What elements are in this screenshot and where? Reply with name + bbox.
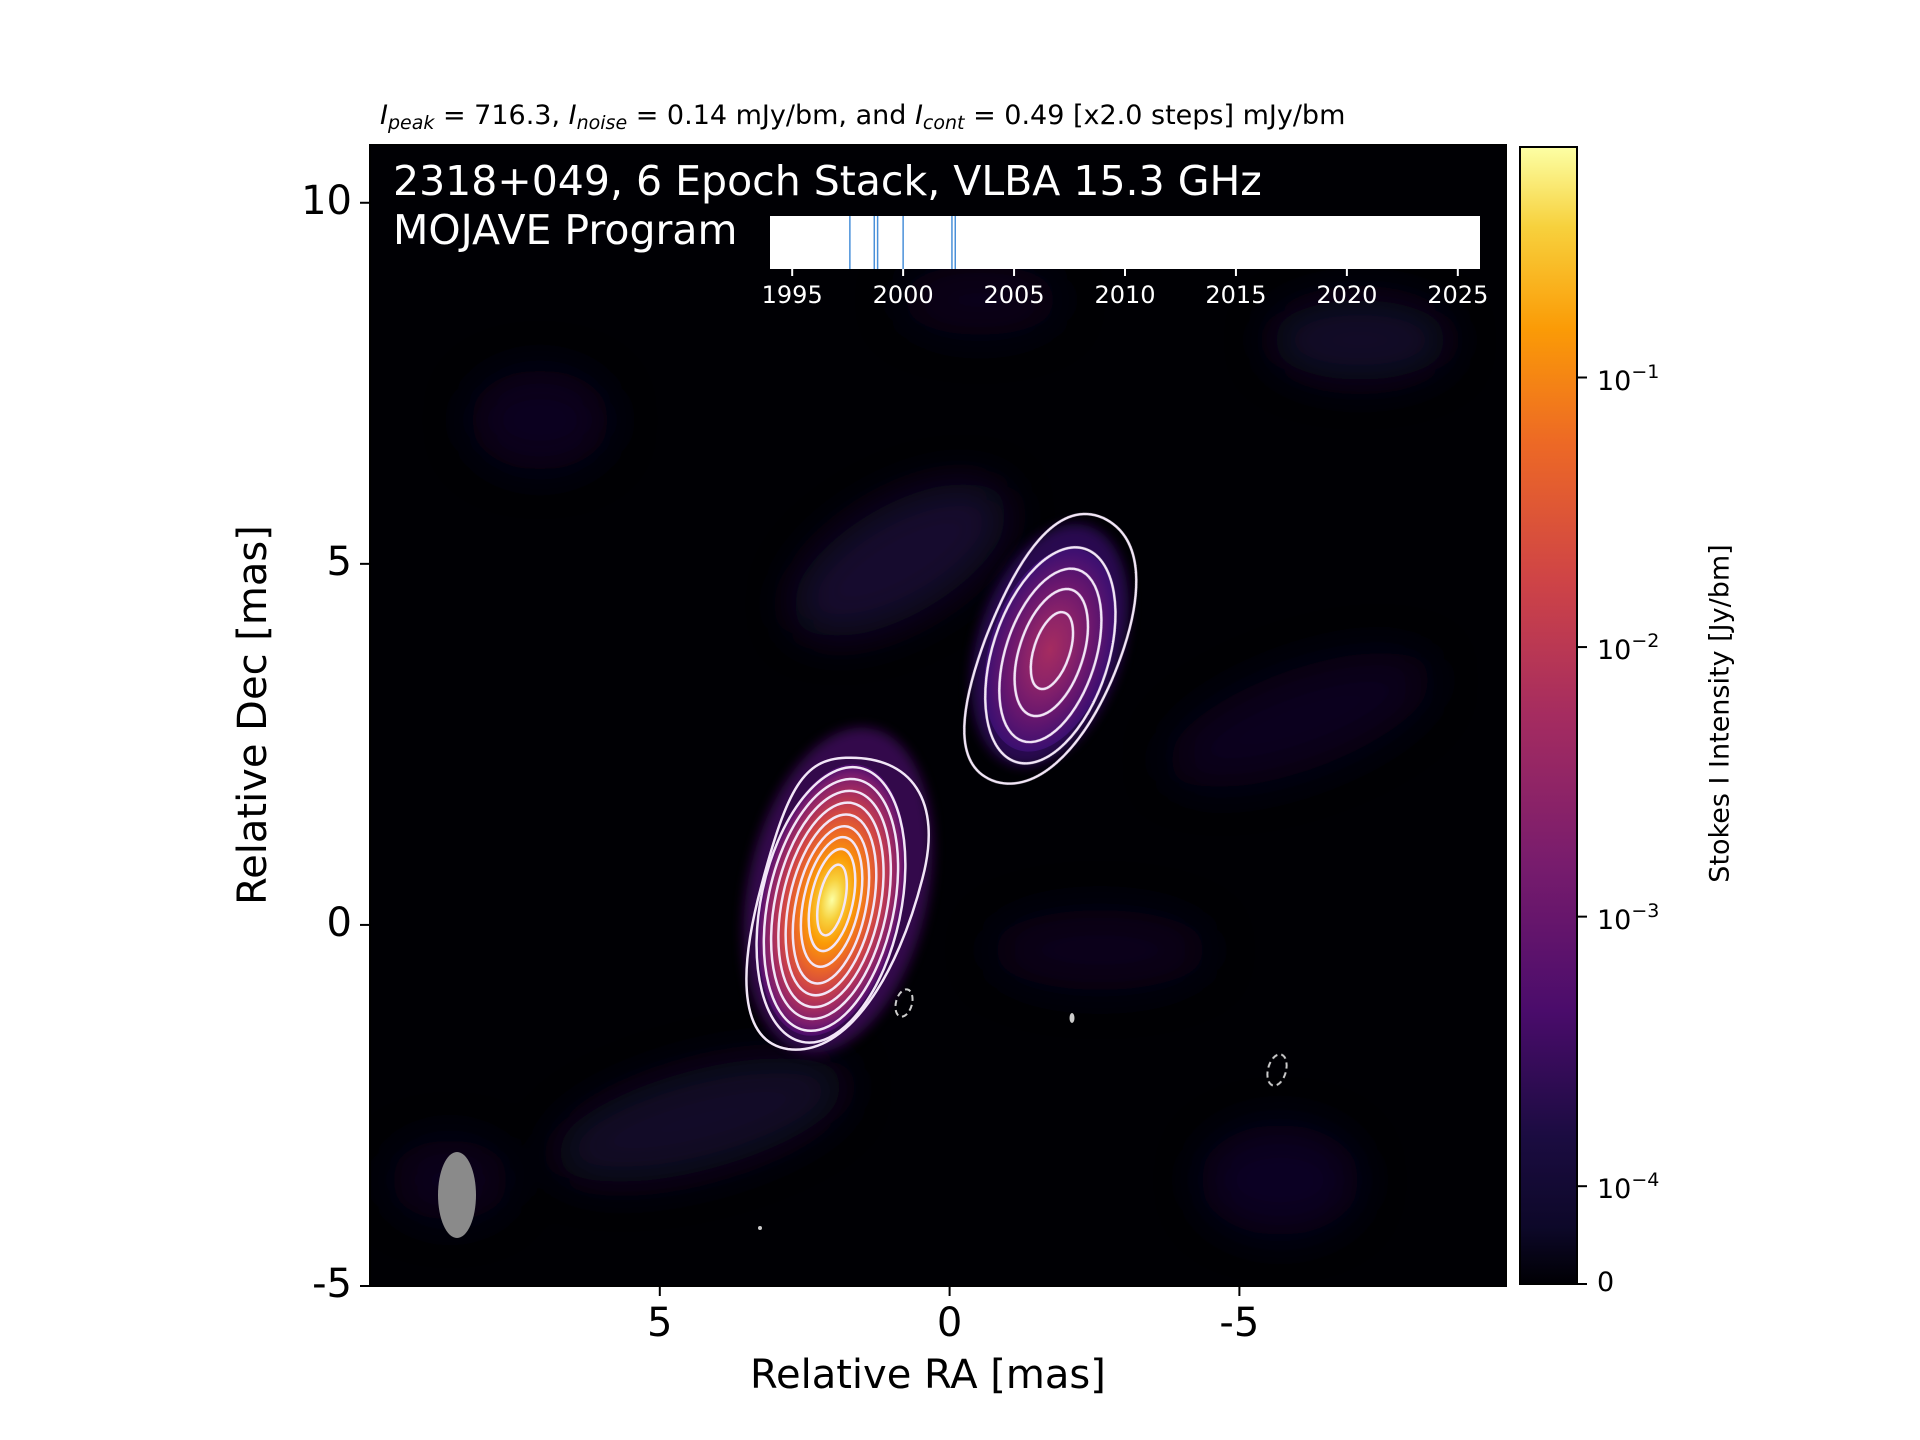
colorbar-tick-marks bbox=[1577, 376, 1587, 1285]
colorbar-tick-label: 10−3 bbox=[1597, 899, 1660, 936]
negative-contour bbox=[1266, 1053, 1288, 1087]
colorbar-label: Stokes I Intensity [Jy/bm] bbox=[1704, 544, 1736, 883]
axis-tick-marks bbox=[360, 201, 1241, 1296]
negative-contour bbox=[894, 988, 914, 1018]
timeline-marks bbox=[791, 216, 1459, 276]
colorbar bbox=[1519, 146, 1587, 1285]
image-panel bbox=[369, 144, 1507, 1287]
x-tick-label: 5 bbox=[647, 1300, 673, 1346]
colorbar-tick-label: 10−1 bbox=[1597, 360, 1660, 397]
x-tick-label: 0 bbox=[936, 1300, 963, 1346]
y-tick-label: 5 bbox=[326, 538, 352, 585]
map-title-line2: MOJAVE Program bbox=[393, 206, 738, 254]
colorbar-frame bbox=[1519, 146, 1578, 1285]
timeline-background bbox=[770, 216, 1480, 269]
timeline-tick-label: 2005 bbox=[983, 281, 1045, 309]
x-axis-label: Relative RA [mas] bbox=[750, 1352, 1106, 1398]
intensity-summary: Ipeak = 716.3, Inoise = 0.14 mJy/bm, and… bbox=[380, 100, 1346, 134]
timeline-tick-label: 2015 bbox=[1205, 281, 1267, 309]
epoch-timeline bbox=[770, 216, 1480, 276]
colorbar-tick-label: 0 bbox=[1597, 1267, 1615, 1298]
core-contours bbox=[745, 756, 930, 1051]
timeline-tick-label: 2010 bbox=[1094, 281, 1156, 309]
colorbar-tick-label: 10−4 bbox=[1597, 1169, 1660, 1206]
map-title-line1: 2318+049, 6 Epoch Stack, VLBA 15.3 GHz bbox=[393, 157, 1262, 205]
y-tick-label: -5 bbox=[312, 1261, 352, 1307]
colorbar-tick-label: 10−2 bbox=[1597, 630, 1660, 667]
knot-contours bbox=[963, 512, 1138, 785]
timeline-tick-label: 2025 bbox=[1427, 281, 1489, 309]
image-frame bbox=[369, 144, 1507, 1287]
x-tick-label: -5 bbox=[1219, 1300, 1260, 1346]
beam-ellipse bbox=[438, 1152, 476, 1238]
small-contour bbox=[1069, 1013, 1075, 1023]
timeline-tick-label: 2020 bbox=[1316, 281, 1378, 309]
timeline-tick-label: 2000 bbox=[872, 281, 934, 309]
y-tick-label: 10 bbox=[301, 177, 352, 224]
map-title: 2318+049, 6 Epoch Stack, VLBA 15.3 GHz M… bbox=[393, 157, 1262, 255]
y-tick-label: 0 bbox=[326, 899, 352, 946]
y-axis-label: Relative Dec [mas] bbox=[230, 525, 276, 905]
timeline-tick-label: 1995 bbox=[761, 281, 823, 309]
small-contour bbox=[758, 1226, 762, 1230]
colorbar-gradient bbox=[1520, 147, 1577, 1284]
emission-map bbox=[390, 265, 1450, 1238]
